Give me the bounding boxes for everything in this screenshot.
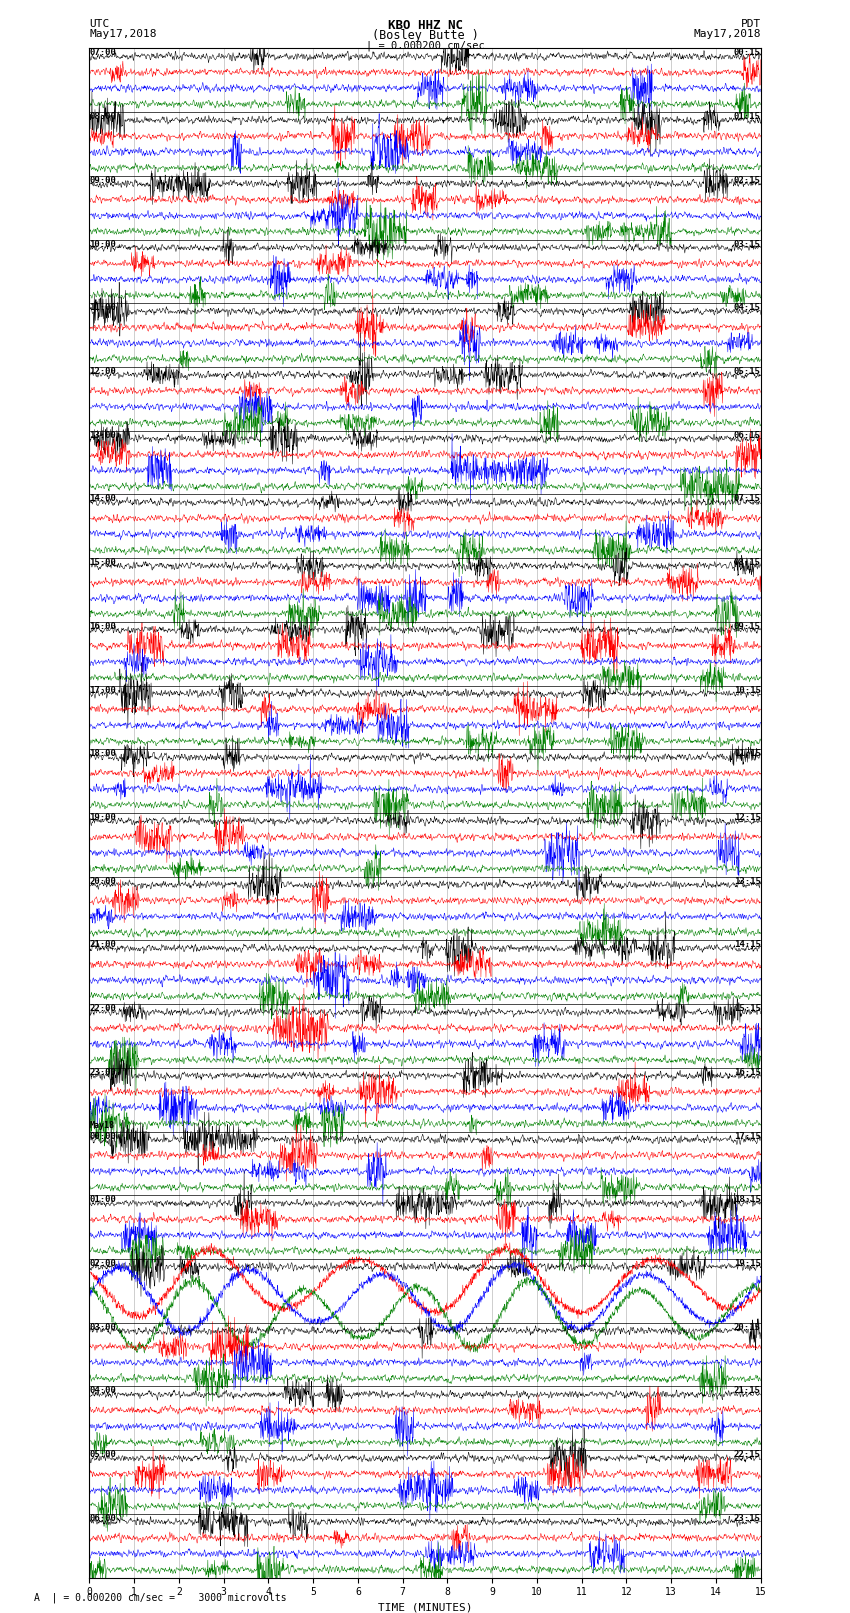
Text: 05:15: 05:15 bbox=[734, 368, 761, 376]
Text: 08:00: 08:00 bbox=[89, 113, 116, 121]
Text: 03:15: 03:15 bbox=[734, 240, 761, 248]
Text: 15:00: 15:00 bbox=[89, 558, 116, 568]
Text: May17,2018: May17,2018 bbox=[89, 29, 156, 39]
Text: 01:00: 01:00 bbox=[89, 1195, 116, 1205]
Text: 12:15: 12:15 bbox=[734, 813, 761, 823]
Text: 11:00: 11:00 bbox=[89, 303, 116, 313]
Text: 09:00: 09:00 bbox=[89, 176, 116, 185]
Text: 05:00: 05:00 bbox=[89, 1450, 116, 1460]
Text: 07:15: 07:15 bbox=[734, 495, 761, 503]
Text: 18:00: 18:00 bbox=[89, 750, 116, 758]
Text: 16:00: 16:00 bbox=[89, 623, 116, 631]
Text: UTC: UTC bbox=[89, 19, 110, 29]
Text: 07:00: 07:00 bbox=[89, 48, 116, 58]
Text: 20:00: 20:00 bbox=[89, 877, 116, 886]
Text: 19:15: 19:15 bbox=[734, 1258, 761, 1268]
Text: 21:15: 21:15 bbox=[734, 1386, 761, 1395]
Text: 14:15: 14:15 bbox=[734, 940, 761, 950]
Text: 21:00: 21:00 bbox=[89, 940, 116, 950]
Text: 13:00: 13:00 bbox=[89, 431, 116, 440]
Text: 15:15: 15:15 bbox=[734, 1003, 761, 1013]
Text: 23:15: 23:15 bbox=[734, 1513, 761, 1523]
Text: (Bosley Butte ): (Bosley Butte ) bbox=[371, 29, 479, 42]
Text: PDT: PDT bbox=[740, 19, 761, 29]
X-axis label: TIME (MINUTES): TIME (MINUTES) bbox=[377, 1603, 473, 1613]
Text: 00:15: 00:15 bbox=[734, 48, 761, 58]
Text: 19:00: 19:00 bbox=[89, 813, 116, 823]
Text: 09:15: 09:15 bbox=[734, 623, 761, 631]
Text: 10:15: 10:15 bbox=[734, 686, 761, 695]
Text: | = 0.000200 cm/sec: | = 0.000200 cm/sec bbox=[366, 40, 484, 52]
Text: 22:15: 22:15 bbox=[734, 1450, 761, 1460]
Text: May18: May18 bbox=[89, 1121, 114, 1131]
Text: 10:00: 10:00 bbox=[89, 240, 116, 248]
Text: 20:15: 20:15 bbox=[734, 1323, 761, 1332]
Text: 22:00: 22:00 bbox=[89, 1003, 116, 1013]
Text: 03:00: 03:00 bbox=[89, 1323, 116, 1332]
Text: 14:00: 14:00 bbox=[89, 495, 116, 503]
Text: 17:15: 17:15 bbox=[734, 1132, 761, 1140]
Text: 06:00: 06:00 bbox=[89, 1513, 116, 1523]
Text: May17,2018: May17,2018 bbox=[694, 29, 761, 39]
Text: 04:00: 04:00 bbox=[89, 1386, 116, 1395]
Text: 06:15: 06:15 bbox=[734, 431, 761, 440]
Text: KBO HHZ NC: KBO HHZ NC bbox=[388, 19, 462, 32]
Text: 04:15: 04:15 bbox=[734, 303, 761, 313]
Text: 12:00: 12:00 bbox=[89, 368, 116, 376]
Text: 17:00: 17:00 bbox=[89, 686, 116, 695]
Text: 11:15: 11:15 bbox=[734, 750, 761, 758]
Text: 18:15: 18:15 bbox=[734, 1195, 761, 1205]
Text: 02:15: 02:15 bbox=[734, 176, 761, 185]
Text: 23:00: 23:00 bbox=[89, 1068, 116, 1077]
Text: 16:15: 16:15 bbox=[734, 1068, 761, 1077]
Text: 01:15: 01:15 bbox=[734, 113, 761, 121]
Text: 13:15: 13:15 bbox=[734, 877, 761, 886]
Text: A  | = 0.000200 cm/sec =    3000 microvolts: A | = 0.000200 cm/sec = 3000 microvolts bbox=[34, 1592, 286, 1603]
Text: 08:15: 08:15 bbox=[734, 558, 761, 568]
Text: 00:00: 00:00 bbox=[89, 1132, 116, 1140]
Text: 02:00: 02:00 bbox=[89, 1258, 116, 1268]
